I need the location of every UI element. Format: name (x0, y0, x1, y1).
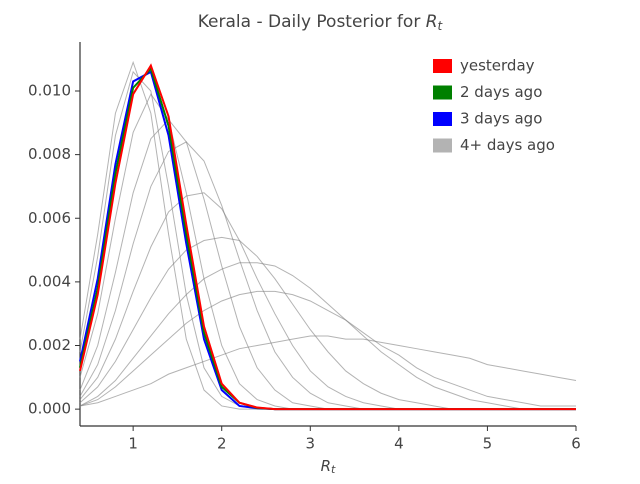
x-tick-label: 6 (571, 435, 581, 453)
posterior-line (79, 63, 576, 411)
y-tick-label: 0.006 (28, 209, 71, 227)
legend-swatch (433, 138, 452, 153)
legend-swatch (433, 112, 452, 126)
posterior-line (79, 290, 576, 407)
x-tick-label: 1 (128, 435, 138, 453)
legend-label: 4+ days ago (460, 136, 555, 154)
legend-swatch (433, 59, 452, 73)
title-symbol: R (426, 12, 438, 32)
title-text: Kerala - Daily Posterior for (198, 12, 426, 32)
y-tick-label: 0.010 (28, 81, 71, 99)
x-axis-label: Rt (321, 457, 336, 477)
posterior-line (79, 236, 576, 410)
chart-title: Kerala - Daily Posterior for Rt (198, 12, 444, 33)
posterior-line (79, 118, 576, 410)
x-tick-label: 3 (306, 435, 316, 453)
legend-label: 2 days ago (460, 83, 542, 101)
x-tick-label: 5 (483, 435, 493, 453)
legend-label: yesterday (460, 57, 535, 75)
x-tick-label: 2 (217, 435, 227, 453)
posterior-line (79, 262, 576, 410)
title-subscript: t (438, 19, 444, 33)
y-tick-label: 0.002 (28, 336, 71, 354)
y-tick-label: 0.000 (28, 400, 71, 418)
posterior-line (79, 141, 576, 410)
posterior-line (79, 192, 576, 410)
posterior-line (79, 335, 577, 407)
x-tick-label: 4 (394, 435, 404, 453)
legend-swatch (433, 85, 452, 100)
x-label-symbol: R (321, 457, 331, 475)
y-tick-label: 0.004 (28, 272, 71, 290)
x-label-subscript: t (331, 463, 336, 476)
legend-label: 3 days ago (460, 110, 542, 128)
y-tick-label: 0.008 (28, 145, 71, 163)
